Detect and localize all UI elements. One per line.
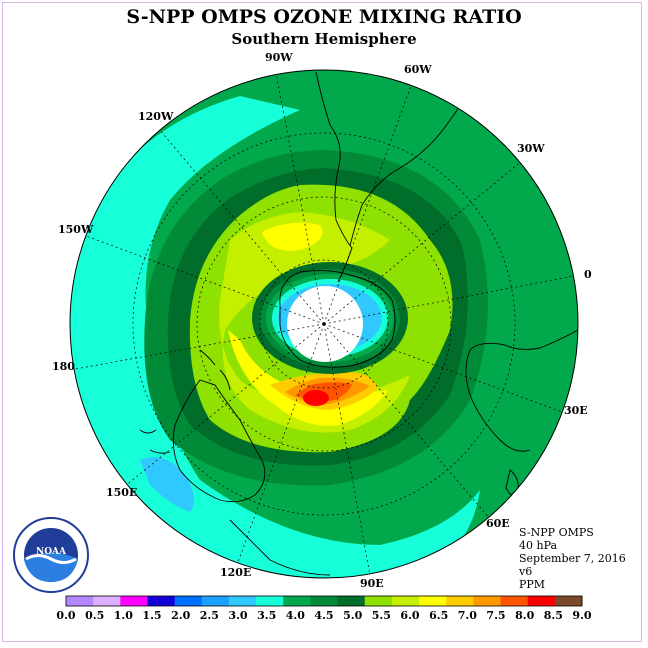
- info-units: PPM: [519, 578, 546, 591]
- color-swatch: [527, 596, 556, 606]
- color-swatch: [283, 596, 311, 606]
- ozone-contour-3.5-4.0: [70, 96, 480, 578]
- color-scale-tick-label: 5.0: [343, 609, 362, 622]
- color-swatch: [473, 596, 502, 606]
- map-frame: [2, 2, 642, 642]
- globe-outline: [69, 69, 579, 579]
- color-swatch: [337, 596, 366, 606]
- color-scale-tick-label: 3.0: [228, 609, 247, 622]
- color-scale: 0.0 0.5 1.0 1.5 2.0 2.5 3.0 3.5 4.0 4.5 5.0 5.5 6.0 6…: [56, 595, 592, 622]
- lon-label-30w: 30W: [517, 142, 545, 155]
- lon-label-180: 180: [52, 360, 75, 373]
- longitude-labels: 90W 60W 30W 0 30E 60E 90E 120E 150E 180 …: [52, 51, 592, 590]
- color-scale-tick-label: 8.0: [515, 609, 534, 622]
- color-swatch: [500, 596, 529, 606]
- color-swatch: [147, 596, 176, 606]
- color-scale-outline: [65, 595, 583, 607]
- color-swatch: [201, 596, 230, 606]
- color-scale-tick-label: 5.5: [372, 609, 391, 622]
- color-scale-tick-label: 2.0: [171, 609, 190, 622]
- color-swatch: [228, 596, 257, 606]
- lon-label-150w: 150W: [58, 223, 94, 236]
- color-swatch: [120, 596, 148, 606]
- color-scale-tick-label: 9.0: [572, 609, 591, 622]
- color-swatch: [419, 596, 447, 606]
- color-swatch: [310, 596, 339, 606]
- color-scale-tick-label: 2.5: [200, 609, 219, 622]
- lon-label-30e: 30E: [564, 404, 588, 417]
- color-scale-tick-label: 4.0: [286, 609, 305, 622]
- coastlines: [139, 71, 578, 576]
- noaa-logo: NOAA: [13, 517, 89, 593]
- color-scale-tick-label: 6.5: [429, 609, 448, 622]
- graticule: [70, 72, 578, 576]
- color-scale-tick-label: 7.5: [486, 609, 505, 622]
- info-date: September 7, 2016: [519, 552, 626, 565]
- lon-label-60e: 60E: [486, 517, 510, 530]
- lon-label-150e: 150E: [106, 486, 137, 499]
- lon-label-90w: 90W: [265, 51, 293, 64]
- lon-label-0: 0: [584, 268, 592, 281]
- info-level: 40 hPa: [519, 539, 558, 552]
- color-swatch: [174, 596, 203, 606]
- color-scale-tick-label: 8.5: [544, 609, 563, 622]
- product-info: S-NPP OMPS 40 hPa September 7, 2016 v6 P…: [519, 526, 626, 591]
- ozone-max: [303, 390, 329, 406]
- lon-label-120e: 120E: [220, 566, 251, 579]
- color-swatch: [554, 596, 583, 606]
- color-swatch: [446, 596, 474, 606]
- lon-label-120w: 120W: [138, 110, 174, 123]
- ozone-contour-6.0-6.5: [219, 212, 410, 433]
- color-scale-tick-label: 0.5: [85, 609, 104, 622]
- color-scale-tick-label: 4.5: [314, 609, 333, 622]
- info-instrument: S-NPP OMPS: [519, 526, 594, 539]
- color-scale-tick-label: 0.0: [56, 609, 75, 622]
- map-title: S-NPP OMPS OZONE MIXING RATIO: [126, 6, 522, 28]
- color-scale-tick-label: 3.5: [257, 609, 276, 622]
- color-scale-tick-label: 7.0: [458, 609, 477, 622]
- color-swatch: [391, 596, 420, 606]
- color-swatch: [256, 596, 284, 606]
- map-subtitle: Southern Hemisphere: [231, 30, 417, 48]
- color-swatch: [364, 596, 393, 606]
- noaa-logo-text: NOAA: [36, 547, 67, 557]
- color-scale-tick-label: 1.0: [114, 609, 133, 622]
- lon-label-60w: 60W: [404, 63, 432, 76]
- info-version: v6: [519, 565, 533, 578]
- color-scale-tick-label: 6.0: [400, 609, 419, 622]
- color-swatch: [93, 596, 121, 606]
- ozone-contour-6.5-7.0: [262, 222, 323, 251]
- color-scale-tick-label: 1.5: [142, 609, 161, 622]
- lon-label-90e: 90E: [360, 577, 384, 590]
- color-swatch: [66, 596, 94, 606]
